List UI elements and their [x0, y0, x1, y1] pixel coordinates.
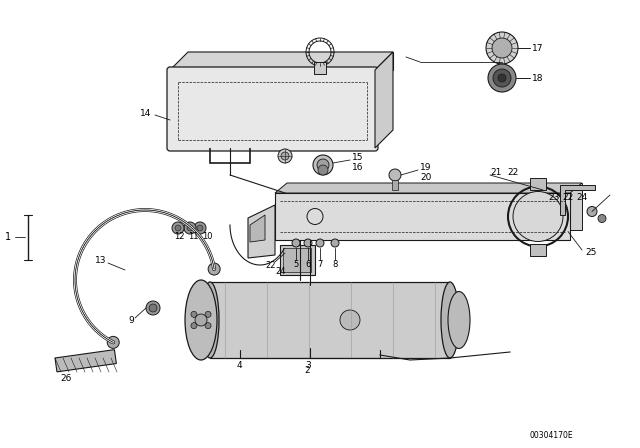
Ellipse shape	[201, 282, 219, 358]
Bar	[275, 193, 570, 240]
Circle shape	[205, 323, 211, 329]
Text: 10: 10	[202, 232, 212, 241]
Bar	[287, 183, 582, 230]
Text: 13: 13	[95, 255, 106, 264]
Polygon shape	[250, 215, 265, 242]
Text: 26: 26	[60, 374, 72, 383]
Text: 5: 5	[293, 259, 298, 268]
Circle shape	[317, 159, 329, 171]
Circle shape	[316, 239, 324, 247]
Bar	[210, 282, 450, 358]
Circle shape	[187, 225, 193, 231]
Ellipse shape	[185, 280, 217, 360]
Text: 1: 1	[5, 232, 11, 242]
Text: 23: 23	[548, 193, 559, 202]
Text: 15: 15	[352, 152, 364, 161]
Bar	[530, 177, 546, 190]
Polygon shape	[248, 205, 275, 258]
Circle shape	[486, 32, 518, 64]
Circle shape	[278, 149, 292, 163]
Polygon shape	[170, 52, 393, 70]
Text: 9: 9	[128, 315, 134, 324]
Text: 22: 22	[562, 193, 573, 202]
Circle shape	[492, 38, 512, 58]
Circle shape	[208, 263, 220, 275]
Text: 24: 24	[275, 267, 285, 276]
Text: 19: 19	[420, 163, 431, 172]
Circle shape	[498, 74, 506, 82]
Polygon shape	[188, 52, 393, 70]
Bar	[280, 245, 315, 275]
Ellipse shape	[448, 292, 470, 349]
Circle shape	[205, 311, 211, 317]
Ellipse shape	[441, 282, 459, 358]
Circle shape	[149, 304, 157, 312]
Circle shape	[146, 301, 160, 315]
Circle shape	[513, 191, 563, 241]
Polygon shape	[375, 52, 393, 148]
Bar	[55, 349, 116, 372]
Circle shape	[108, 336, 119, 349]
Circle shape	[184, 222, 196, 234]
Circle shape	[318, 165, 328, 175]
Circle shape	[175, 225, 181, 231]
Bar	[530, 244, 546, 255]
Text: 22: 22	[507, 168, 518, 177]
Text: 21: 21	[490, 168, 501, 177]
Circle shape	[313, 155, 333, 175]
Circle shape	[587, 207, 597, 216]
Text: 8: 8	[332, 259, 337, 268]
Text: 3: 3	[305, 361, 311, 370]
Text: 11: 11	[188, 232, 198, 241]
Text: 20: 20	[420, 172, 431, 181]
Circle shape	[195, 314, 207, 326]
Text: 16: 16	[352, 163, 364, 172]
Circle shape	[331, 239, 339, 247]
Circle shape	[191, 311, 197, 317]
Text: 2: 2	[304, 366, 310, 375]
Text: 00304170E: 00304170E	[530, 431, 573, 439]
Circle shape	[172, 222, 184, 234]
Polygon shape	[560, 185, 595, 215]
Text: 18: 18	[532, 73, 543, 82]
Circle shape	[340, 310, 360, 330]
Text: 6: 6	[305, 259, 310, 268]
Polygon shape	[275, 183, 582, 193]
Circle shape	[197, 225, 203, 231]
Circle shape	[389, 169, 401, 181]
Circle shape	[488, 64, 516, 92]
Text: 25: 25	[585, 247, 596, 257]
Circle shape	[493, 69, 511, 87]
Bar	[283, 248, 311, 272]
Circle shape	[598, 215, 606, 223]
Text: 24: 24	[576, 193, 588, 202]
Text: 12: 12	[174, 232, 184, 241]
Circle shape	[191, 323, 197, 329]
Bar	[392, 180, 398, 190]
Circle shape	[304, 239, 312, 247]
Text: 14: 14	[140, 108, 152, 117]
Circle shape	[194, 222, 206, 234]
Text: 7: 7	[317, 259, 323, 268]
Circle shape	[281, 152, 289, 160]
Circle shape	[292, 239, 300, 247]
Text: 17: 17	[532, 43, 543, 52]
Text: 4: 4	[237, 361, 243, 370]
FancyBboxPatch shape	[167, 67, 378, 151]
Text: 22: 22	[265, 260, 275, 270]
Bar	[314, 62, 326, 74]
